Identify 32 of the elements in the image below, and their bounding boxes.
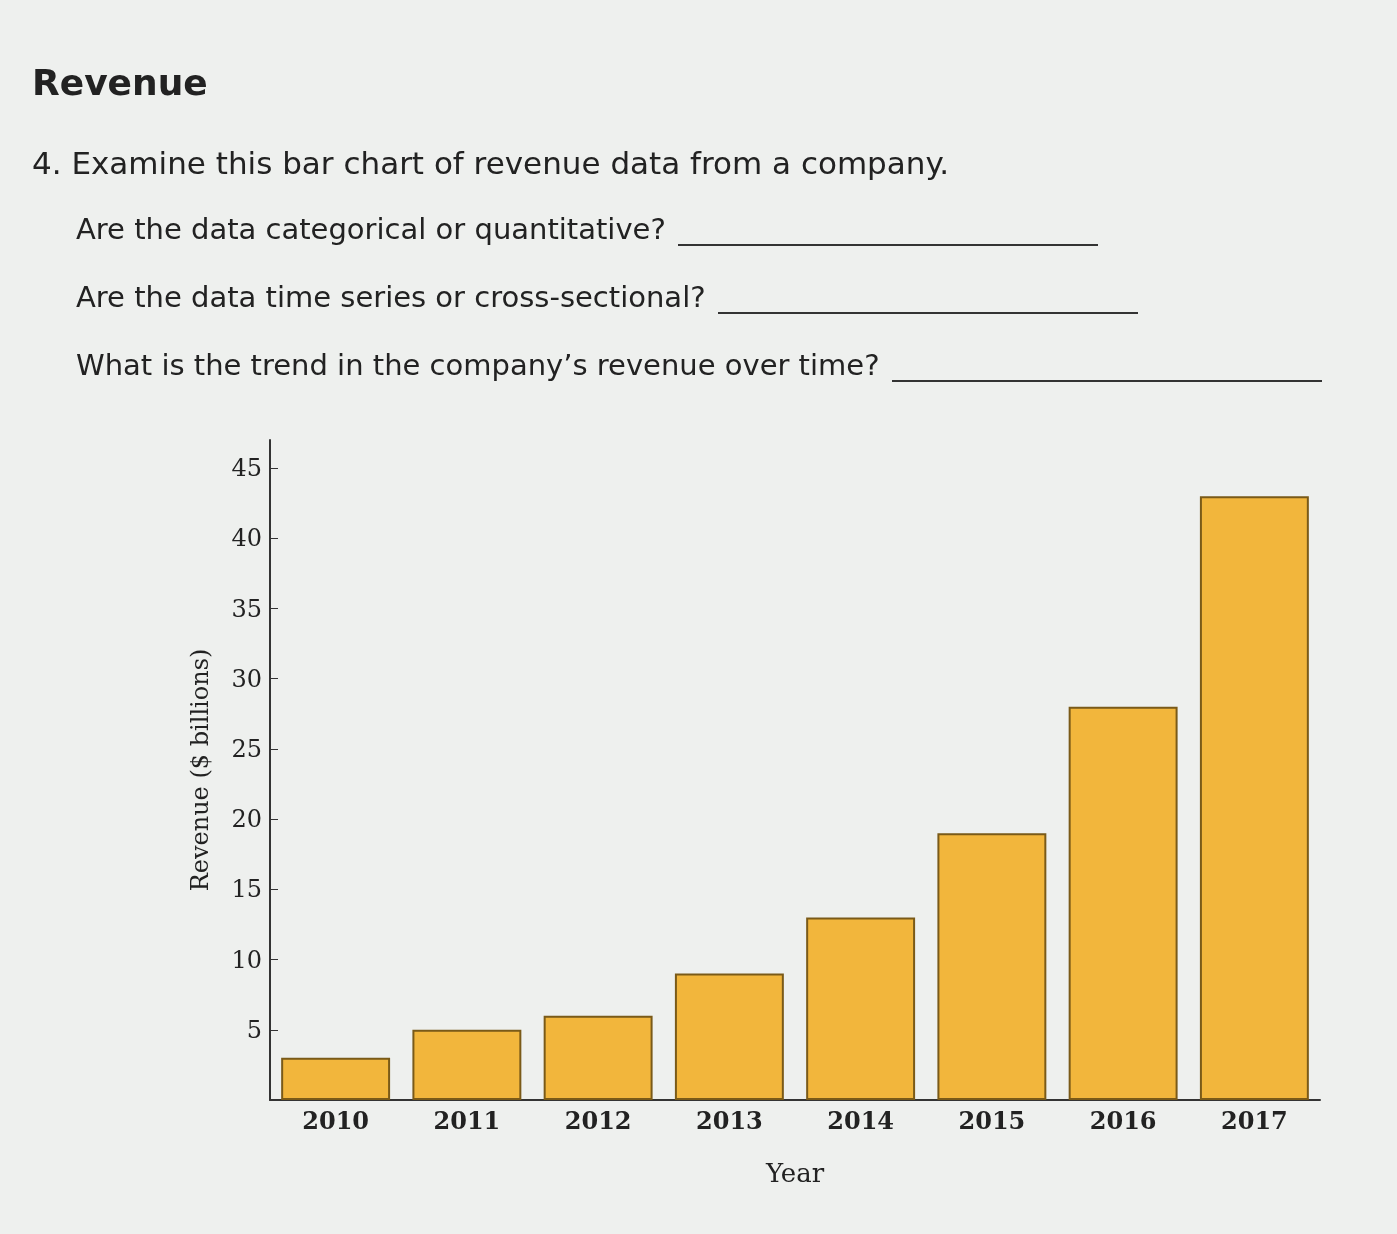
y-tick-label: 15 (231, 875, 262, 904)
chart-subtitle: 4. Examine this bar chart of revenue data from a company. (32, 145, 950, 181)
bar (412, 1029, 522, 1100)
bar (937, 833, 1047, 1100)
y-tick-label: 10 (231, 945, 262, 974)
bar (674, 973, 784, 1100)
text: Are the data categorical or quantitative? (76, 212, 666, 246)
x-axis-title: Year (764, 1158, 825, 1188)
chart-title: Revenue (32, 62, 208, 103)
y-tick-label: 25 (231, 734, 262, 763)
text: Are the data time series or cross-sectional? (76, 280, 706, 314)
y-tick-label: 5 (246, 1015, 262, 1044)
x-tick-label: 2015 (958, 1105, 1026, 1135)
bar (281, 1057, 391, 1100)
x-tick-label: 2013 (695, 1105, 763, 1135)
y-tick-label: 20 (231, 805, 262, 834)
x-tick-label: 2010 (302, 1105, 370, 1135)
y-tick-label: 45 (231, 454, 262, 483)
y-tick-label: 30 (231, 664, 262, 693)
bar (806, 917, 916, 1100)
y-axis-title: Revenue ($ billions) (186, 648, 214, 892)
text: What is the trend in the company’s revenue over time? (76, 348, 880, 382)
x-tick-label: 2014 (827, 1105, 895, 1135)
bar (1199, 496, 1309, 1100)
y-tick-label: 40 (231, 524, 262, 553)
x-tick-label: 2016 (1089, 1105, 1157, 1135)
bar (1068, 706, 1178, 1100)
x-tick-label: 2017 (1220, 1105, 1288, 1135)
x-tick-label: 2011 (433, 1105, 501, 1135)
y-tick-label: 35 (231, 594, 262, 623)
x-tick-label: 2012 (564, 1105, 632, 1135)
bar (543, 1015, 653, 1100)
